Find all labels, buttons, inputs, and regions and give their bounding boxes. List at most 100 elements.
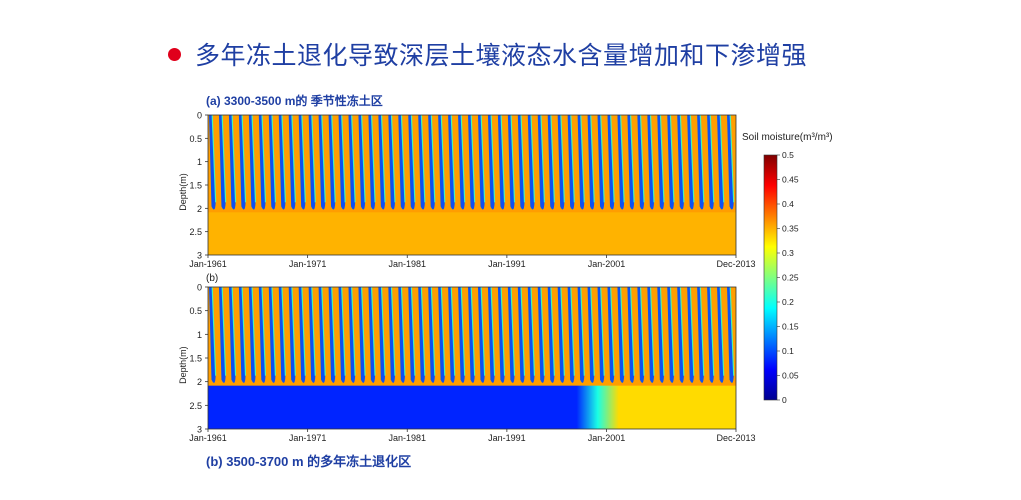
stripe-edge [460, 286, 466, 376]
stripe-edge [600, 114, 605, 203]
seasonal-stripe [228, 115, 236, 210]
seasonal-stripe [627, 115, 635, 210]
stripe-edge [520, 114, 526, 203]
stripe-edge [659, 286, 665, 376]
x-tick-label: Jan-1981 [388, 433, 426, 443]
stripe-edge [590, 286, 595, 376]
seasonal-stripe [318, 287, 326, 383]
stripe-edge [291, 114, 296, 203]
seasonal-stripe [468, 287, 475, 383]
seasonal-stripe [667, 287, 674, 383]
stripe-edge [610, 286, 615, 376]
y-tick-label: 2.5 [189, 227, 202, 237]
seasonal-stripe [557, 115, 565, 210]
seasonal-stripe [487, 115, 495, 210]
seasonal-stripe [208, 287, 216, 383]
stripe-edge [440, 114, 446, 203]
seasonal-stripe [727, 115, 734, 210]
seasonal-stripe [487, 287, 495, 383]
colorbar-tick-label: 0 [782, 395, 787, 405]
stripe-edge [370, 286, 376, 376]
seasonal-stripe [438, 115, 445, 210]
colorbar-tick-label: 0.3 [782, 248, 794, 258]
stripe-edge [400, 286, 406, 376]
seasonal-stripe [368, 287, 376, 383]
seasonal-stripe [517, 287, 525, 383]
stripe-edge [490, 286, 496, 376]
x-tick-label: Jan-1971 [289, 433, 327, 443]
stripe-edge [311, 114, 316, 203]
stripe-edge [390, 286, 396, 376]
stripe-edge [560, 114, 565, 203]
x-tick-label: Dec-2013 [716, 259, 755, 269]
panel-a-title: (a) 3300-3500 m的 季节性冻土区 [206, 94, 383, 108]
seasonal-stripe [707, 287, 714, 383]
seasonal-stripe [577, 115, 585, 210]
seasonal-stripe [398, 115, 405, 210]
y-tick-label: 0 [197, 283, 202, 293]
stripe-edge [430, 286, 436, 376]
stripe-edge [470, 114, 476, 203]
seasonal-stripe [577, 287, 585, 383]
seasonal-stripe [348, 287, 356, 383]
stripe-edge [271, 114, 277, 203]
seasonal-stripe [587, 287, 595, 383]
seasonal-stripe [338, 115, 346, 210]
seasonal-stripe [497, 287, 505, 383]
seasonal-stripe [238, 287, 246, 383]
seasonal-stripe [597, 287, 605, 383]
seasonal-stripe [607, 115, 615, 210]
stripe-edge [470, 286, 476, 376]
stripe-edge [620, 114, 625, 203]
seasonal-stripe [657, 287, 664, 383]
seasonal-stripe [517, 115, 525, 210]
stripe-edge [729, 114, 735, 203]
stripe-edge [709, 114, 715, 203]
stripe-edge [510, 114, 516, 203]
stripe-edge [629, 114, 635, 203]
seasonal-stripe [477, 287, 485, 383]
stripe-edge [410, 286, 416, 376]
seasonal-stripe [298, 115, 306, 210]
seasonal-stripe [647, 287, 655, 383]
colorbar-tick-label: 0.4 [782, 199, 794, 209]
seasonal-stripe [527, 115, 535, 210]
stripe-edge [321, 114, 326, 203]
seasonal-stripe [338, 287, 346, 383]
seasonal-stripe [388, 287, 395, 383]
stripe-edge [400, 114, 406, 203]
stripe-edge [460, 114, 466, 203]
stripe-edge [301, 286, 306, 376]
stripe-edge [281, 286, 287, 376]
stripe-edge [211, 114, 217, 203]
stripe-edge [410, 114, 416, 203]
y-tick-label: 2.5 [189, 401, 202, 411]
stripe-edge [550, 114, 555, 203]
stripe-edge [719, 286, 725, 376]
x-tick-label: Jan-1961 [189, 259, 227, 269]
stripe-edge [231, 286, 237, 376]
seasonal-stripe [468, 115, 475, 210]
stripe-edge [351, 286, 356, 376]
stripe-edge [560, 286, 565, 376]
stripe-edge [361, 114, 366, 203]
stripe-edge [370, 114, 376, 203]
seasonal-stripe [707, 115, 714, 210]
stripe-edge [669, 286, 675, 376]
x-tick-label: Jan-2001 [588, 259, 626, 269]
y-tick-label: 3 [197, 251, 202, 261]
colorbar-ramp [763, 154, 778, 401]
seasonal-stripe [258, 115, 266, 210]
seasonal-stripe [308, 115, 316, 210]
stripe-edge [211, 286, 217, 376]
stripe-edge [420, 114, 426, 203]
seasonal-stripe [448, 115, 455, 210]
stripe-edge [689, 114, 695, 203]
y-tick-label: 0.5 [189, 134, 202, 144]
stripe-edge [221, 286, 227, 376]
stripe-edge [649, 286, 655, 376]
seasonal-stripe [418, 115, 425, 210]
seasonal-stripe [418, 287, 425, 383]
stripe-edge [271, 286, 277, 376]
